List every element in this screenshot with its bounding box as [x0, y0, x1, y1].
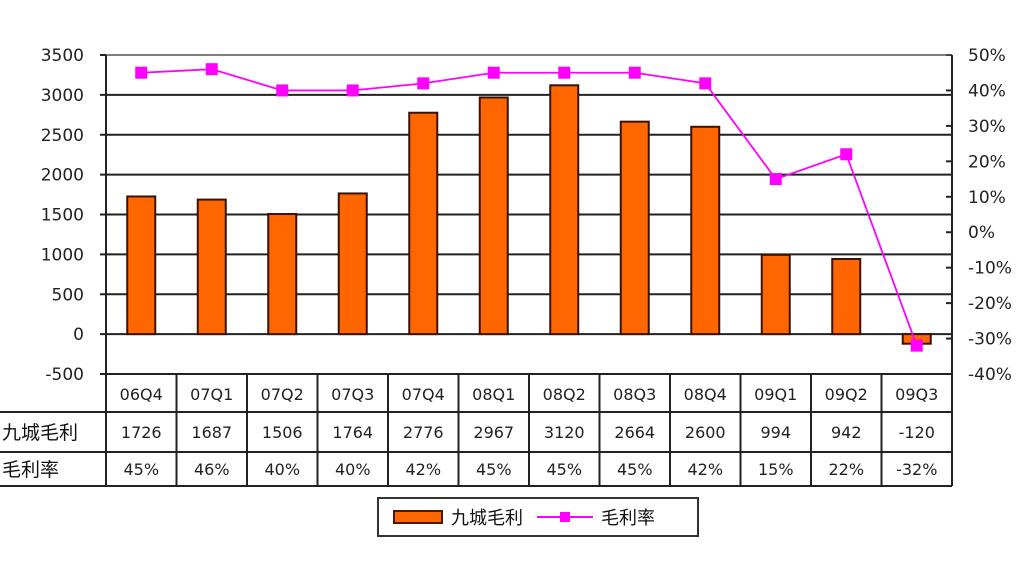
legend-item-gross-profit: 九城毛利: [393, 504, 523, 530]
left-axis-tick-label: 3500: [41, 46, 84, 66]
legend-label: 毛利率: [601, 508, 655, 529]
category-label: 07Q4: [402, 385, 445, 404]
line-marker: [699, 77, 712, 90]
table-cell: 45%: [617, 460, 653, 479]
category-label: 07Q2: [261, 385, 304, 404]
left-axis-tick-label: 3000: [41, 86, 84, 106]
right-axis-tick-label: -20%: [968, 294, 1012, 314]
line-series-gross-margin: [135, 63, 923, 352]
category-label: 06Q4: [120, 385, 163, 404]
line-marker: [135, 66, 148, 79]
category-label: 08Q4: [684, 385, 727, 404]
table-cell: 1726: [121, 423, 162, 442]
bar-swatch-icon: [393, 510, 443, 524]
category-label: 08Q3: [613, 385, 656, 404]
line-marker: [276, 84, 289, 97]
table-cell: 2967: [473, 423, 514, 442]
bar: [126, 195, 157, 336]
table-cell: 42%: [687, 460, 723, 479]
table-cell: 3120: [544, 423, 585, 442]
table-cell: 1687: [191, 423, 232, 442]
category-label: 09Q3: [895, 385, 938, 404]
bar: [690, 125, 721, 336]
line-marker-swatch-icon: [537, 510, 593, 524]
line-marker: [487, 66, 500, 79]
table-cell: 45%: [546, 460, 582, 479]
bar: [619, 120, 650, 336]
bar-series-gross-profit: [126, 84, 932, 345]
table-cell: -32%: [896, 460, 937, 479]
table-cell: 22%: [828, 460, 864, 479]
right-axis-tick-label: 50%: [968, 46, 1006, 66]
bar: [478, 96, 509, 336]
right-axis-tick-label: 30%: [968, 117, 1006, 137]
table-row-label: 九城毛利: [2, 422, 78, 444]
left-axis-tick-label: 0: [73, 325, 84, 345]
right-axis-tick-label: 0%: [968, 223, 995, 243]
table-cell: 2776: [403, 423, 444, 442]
table-cell: 2600: [685, 423, 726, 442]
table-cell: -120: [899, 423, 935, 442]
legend-item-gross-margin: 毛利率: [537, 504, 655, 530]
right-axis-tick-label: 40%: [968, 81, 1006, 101]
line-marker: [910, 339, 923, 352]
table-cell: 15%: [758, 460, 794, 479]
right-axis-tick-label: -30%: [968, 330, 1012, 350]
bar: [408, 111, 439, 336]
line-marker: [558, 66, 571, 79]
left-axis-tick-label: 1500: [41, 206, 84, 226]
left-axis-tick-label: 2500: [41, 126, 84, 146]
legend-label: 九城毛利: [451, 508, 523, 529]
bar: [831, 258, 862, 336]
table-row-label: 毛利率: [2, 459, 59, 481]
bar: [267, 213, 298, 336]
left-axis-tick-label: 2000: [41, 166, 84, 186]
line-marker: [417, 77, 430, 90]
category-label: 08Q1: [472, 385, 515, 404]
category-label: 09Q2: [825, 385, 868, 404]
bar: [196, 198, 227, 336]
right-axis-tick-label: 10%: [968, 188, 1006, 208]
table-cell: 942: [831, 423, 862, 442]
left-axis-tick-label: 1000: [41, 245, 84, 265]
category-label: 08Q2: [543, 385, 586, 404]
right-axis-labels: 50% 40% 30% 20% 10% 0% -10% -20% -30% -40%: [968, 46, 1012, 385]
table-cell: 994: [760, 423, 791, 442]
category-label: 07Q3: [331, 385, 374, 404]
legend: 九城毛利 毛利率: [377, 497, 699, 537]
table-cell: 46%: [194, 460, 230, 479]
table-cell: 2664: [614, 423, 655, 442]
data-table: 06Q4 07Q1 07Q2 07Q3 07Q4 08Q1 08Q2 08Q3 08Q4 09Q1…: [0, 373, 953, 487]
line-marker: [628, 66, 641, 79]
left-axis-tick-label: -500: [45, 365, 84, 385]
right-axis-tick-label: -40%: [968, 365, 1012, 385]
category-label: 07Q1: [190, 385, 233, 404]
category-label: 09Q1: [754, 385, 797, 404]
table-cell: 40%: [264, 460, 300, 479]
left-axis-labels: 3500 3000 2500 2000 1500 1000 500 0 -500: [41, 46, 84, 385]
right-axis-tick-label: 20%: [968, 152, 1006, 172]
bar: [760, 253, 791, 336]
table-cell: 45%: [476, 460, 512, 479]
bar: [549, 84, 580, 336]
table-cell: 42%: [405, 460, 441, 479]
line-marker: [346, 84, 359, 97]
bar: [337, 192, 368, 336]
line-marker: [769, 173, 782, 186]
left-axis-tick-label: 500: [52, 285, 84, 305]
table-cell: 40%: [335, 460, 371, 479]
line-marker: [840, 148, 853, 161]
line-marker: [205, 63, 218, 76]
table-cell: 1506: [262, 423, 303, 442]
right-axis-tick-label: -10%: [968, 259, 1012, 279]
table-cell: 45%: [123, 460, 159, 479]
gridlines: [106, 93, 952, 336]
table-cell: 1764: [332, 423, 373, 442]
